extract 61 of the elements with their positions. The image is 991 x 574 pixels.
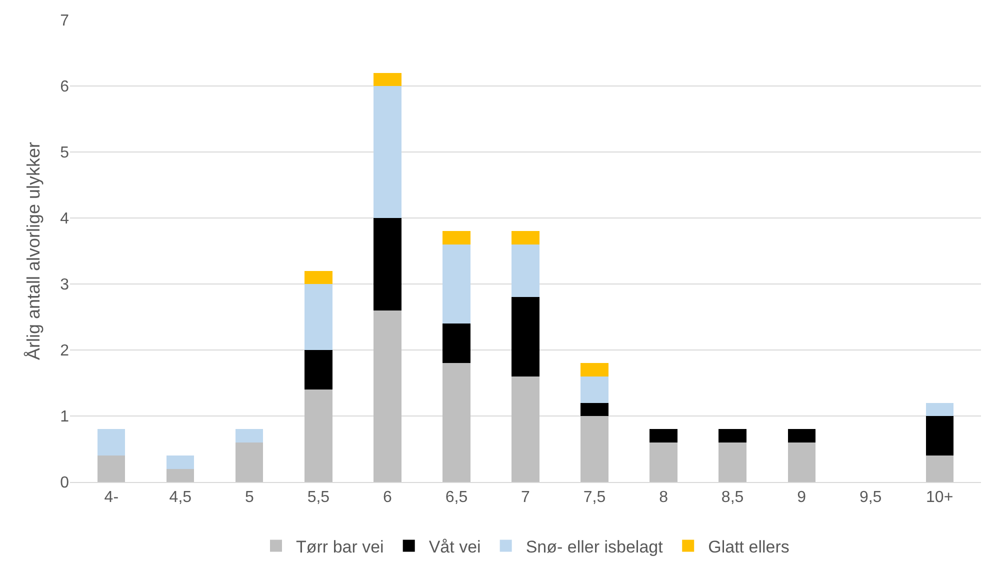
y-tick-label: 7: [60, 12, 70, 30]
x-tick-label: 9,5: [859, 489, 882, 506]
bar: [442, 231, 470, 244]
bar: [788, 442, 816, 482]
bar: [512, 297, 540, 376]
x-tick-label: 6,5: [445, 489, 468, 506]
bar: [166, 456, 194, 469]
bar: [718, 442, 746, 482]
bar: [650, 429, 678, 442]
bar: [304, 390, 332, 482]
bar: [374, 86, 402, 218]
x-tick-label: 5: [244, 489, 254, 506]
x-tick-label: 5,5: [307, 489, 330, 506]
y-axis-title: Årlig antall alvorlige ulykker: [23, 142, 44, 360]
bar: [512, 244, 540, 298]
x-tick-label: 8: [659, 489, 668, 506]
bar: [442, 324, 470, 364]
legend-label: Tørr bar vei: [296, 537, 384, 556]
bar: [98, 456, 126, 482]
bar: [580, 376, 608, 403]
x-tick-label: 7,5: [583, 489, 606, 506]
legend-label: Snø- eller isbelagt: [526, 537, 664, 556]
bar: [98, 429, 126, 456]
legend-label: Glatt ellers: [708, 537, 790, 556]
x-tick-label: 6: [383, 489, 392, 506]
bar: [304, 270, 332, 284]
y-tick-label: 4: [60, 210, 70, 228]
x-tick-label: 4,5: [169, 489, 192, 506]
x-tick-label: 10+: [926, 489, 954, 506]
y-tick-label: 3: [60, 276, 70, 294]
bar: [512, 231, 540, 244]
bar: [374, 218, 402, 310]
legend-label: Våt vei: [428, 537, 481, 556]
x-tick-label: 9: [797, 489, 806, 506]
y-tick-label: 0: [60, 474, 70, 492]
y-tick-label: 5: [60, 144, 70, 162]
bar: [926, 416, 954, 456]
bar: [580, 402, 608, 416]
bar: [236, 429, 264, 442]
bar: [442, 363, 470, 482]
y-tick-label: 2: [60, 342, 70, 360]
y-tick-label: 1: [60, 408, 70, 426]
bar: [304, 350, 332, 390]
x-tick-label: 8,5: [721, 489, 744, 506]
bar: [512, 376, 540, 482]
bar: [580, 363, 608, 376]
bar: [718, 429, 746, 442]
bar: [650, 442, 678, 482]
x-tick-label: 7: [521, 489, 530, 506]
bar: [374, 72, 402, 86]
bar: [374, 310, 402, 482]
bar: [166, 468, 194, 482]
bar: [926, 456, 954, 482]
bar: [788, 429, 816, 442]
bar: [304, 284, 332, 350]
bar: [580, 416, 608, 482]
x-tick-label: 4-: [104, 489, 119, 506]
bar: [442, 244, 470, 324]
bar: [236, 442, 264, 482]
y-tick-label: 6: [60, 78, 70, 96]
bar: [926, 402, 954, 416]
